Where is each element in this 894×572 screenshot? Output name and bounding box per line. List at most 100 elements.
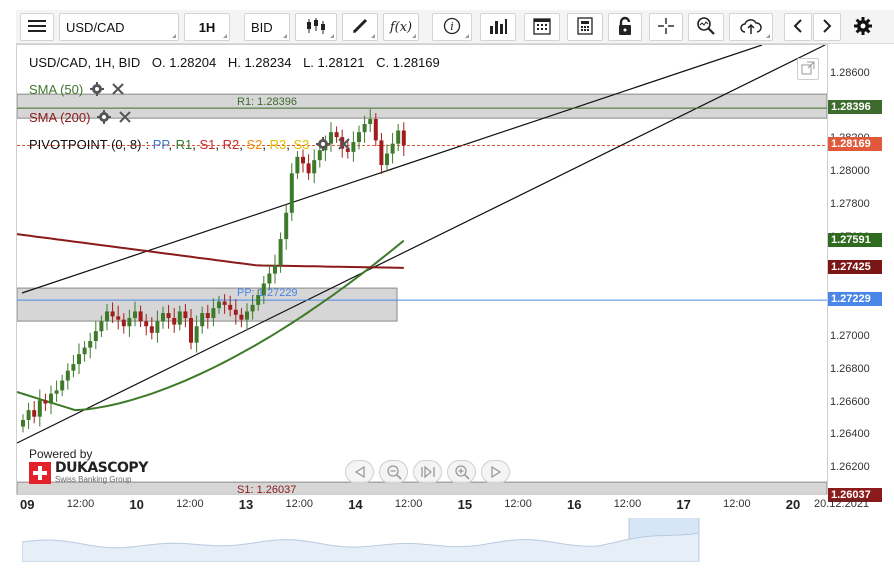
price-chart[interactable] [17, 45, 827, 494]
sma200-settings-button[interactable] [96, 109, 112, 125]
chart-type-button[interactable] [295, 13, 337, 41]
sma200-label: SMA (200) [29, 109, 91, 125]
expand-button[interactable] [797, 58, 819, 80]
price-tick-label: 1.26400 [830, 428, 870, 441]
time-day-label: 15 [457, 497, 473, 512]
chart-navigation [345, 460, 510, 484]
close-icon [119, 111, 132, 123]
brand-tagline: Swiss Banking Group [55, 475, 132, 484]
drawing-button[interactable] [342, 13, 378, 41]
pp-price-badge: 1.27229 [828, 292, 882, 307]
candle-body [278, 239, 283, 266]
candle-body [110, 311, 115, 317]
volume-button[interactable] [480, 13, 516, 41]
pp-level-label: PP: 1.27229 [237, 287, 298, 300]
ohlc-header: USD/CAD, 1H, BID O. 1.28204 H. 1.28234 L… [29, 55, 448, 70]
pivot-part-r3: R3 [269, 136, 287, 152]
r1-level-label: R1: 1.28396 [237, 96, 297, 109]
candle-body [77, 354, 81, 365]
candle-body [43, 400, 48, 404]
price-tick-label: 1.28000 [830, 165, 870, 178]
candle-body [362, 123, 367, 133]
candle-body [138, 311, 143, 322]
candle-body [88, 341, 93, 348]
candle-body [177, 311, 182, 325]
pan-right-button[interactable] [481, 460, 510, 484]
pencil-icon [351, 17, 369, 38]
upload-button[interactable] [729, 13, 773, 41]
sma50-remove-button[interactable] [111, 82, 125, 96]
low-value: L. 1.28121 [303, 55, 365, 70]
time-day-label: 14 [348, 497, 363, 512]
pivot-settings-button[interactable] [315, 136, 331, 152]
lock-icon [617, 16, 633, 39]
crosshair-button[interactable] [649, 13, 683, 41]
candle-body [105, 311, 109, 322]
gear-icon [97, 110, 112, 124]
triangle-left-icon [354, 465, 365, 479]
candle-body [357, 132, 361, 143]
symbol-value: USD/CAD [66, 19, 125, 35]
lock-button[interactable] [608, 13, 642, 41]
sma50-label: SMA (50) [29, 81, 84, 97]
pivot-remove-button[interactable] [337, 137, 351, 151]
time-day-label: 13 [238, 497, 254, 512]
info-icon: i [443, 17, 461, 38]
channel-lower-line [17, 45, 826, 444]
fit-icon [420, 465, 435, 479]
sma50-line [17, 239, 405, 412]
candle-body [390, 143, 395, 154]
zoom-out-button[interactable] [379, 460, 408, 484]
zoom-in-icon [454, 465, 470, 480]
zoom-button[interactable] [688, 13, 724, 41]
chart-plot-area[interactable]: USD/CAD, 1H, BID O. 1.28204 H. 1.28234 L… [16, 44, 828, 496]
sma200-remove-button[interactable] [118, 110, 132, 124]
price-tick-label: 1.26800 [830, 362, 870, 375]
price-axis[interactable]: 1.26200 1.26400 1.26600 1.26800 1.27000 1.272… [828, 44, 894, 503]
zoom-in-button[interactable] [447, 460, 476, 484]
scroll-left-button[interactable] [784, 13, 812, 41]
navigator-overview[interactable] [21, 516, 880, 563]
s1-price-badge: 1.26037 [828, 488, 882, 503]
time-hour-label: 20.12.2021 [814, 498, 870, 510]
sma50-settings-button[interactable] [89, 81, 105, 97]
price-tick-label: 1.28600 [830, 66, 870, 79]
pivot-legend: PIVOTPOINT (0, 8) : PP, R1, S1, R2, S2, … [29, 136, 351, 152]
info-button[interactable]: i [432, 13, 472, 41]
candle-body [93, 331, 98, 342]
candle-body [368, 119, 373, 124]
candle-body [217, 301, 221, 309]
expand-icon [801, 61, 815, 78]
candle-body [329, 132, 333, 144]
candle-body [32, 410, 37, 417]
symbol-select[interactable]: USD/CAD [59, 13, 179, 41]
settings-button[interactable] [848, 13, 878, 41]
dukascopy-logo: DUKASCOPY Swiss Banking Group [29, 461, 148, 484]
indicators-button[interactable]: f(x) [383, 13, 419, 41]
calculator-icon [576, 16, 594, 39]
time-hour-label: 12:00 [504, 498, 532, 510]
scroll-right-button[interactable] [813, 13, 841, 41]
calendar-button[interactable] [524, 13, 560, 41]
pan-left-button[interactable] [345, 460, 374, 484]
gear-icon [90, 82, 105, 96]
side-select[interactable]: BID [244, 13, 290, 41]
powered-by-text: Powered by [29, 447, 93, 461]
candle-body [71, 364, 76, 371]
candle-body [334, 132, 339, 138]
candlestick-icon [305, 17, 327, 38]
candle-body [245, 311, 249, 320]
reset-view-button[interactable] [413, 460, 442, 484]
period-select[interactable]: 1H [184, 13, 230, 41]
time-axis[interactable]: 09 12:00 10 12:00 13 12:00 14 12:00 15 12:00 16 12:… [16, 495, 894, 515]
navigator-area [21, 532, 700, 563]
candle-body [194, 326, 199, 343]
pivot-part-r1: R1 [175, 136, 193, 152]
timeline-navigator[interactable] [21, 516, 880, 563]
chart-toolbar: USD/CAD 1H BID f(x) i [16, 10, 894, 44]
menu-button[interactable] [20, 13, 54, 41]
chevron-left-icon [792, 18, 804, 37]
candle-body [166, 313, 171, 319]
candle-body [127, 318, 132, 327]
calculator-button[interactable] [567, 13, 603, 41]
